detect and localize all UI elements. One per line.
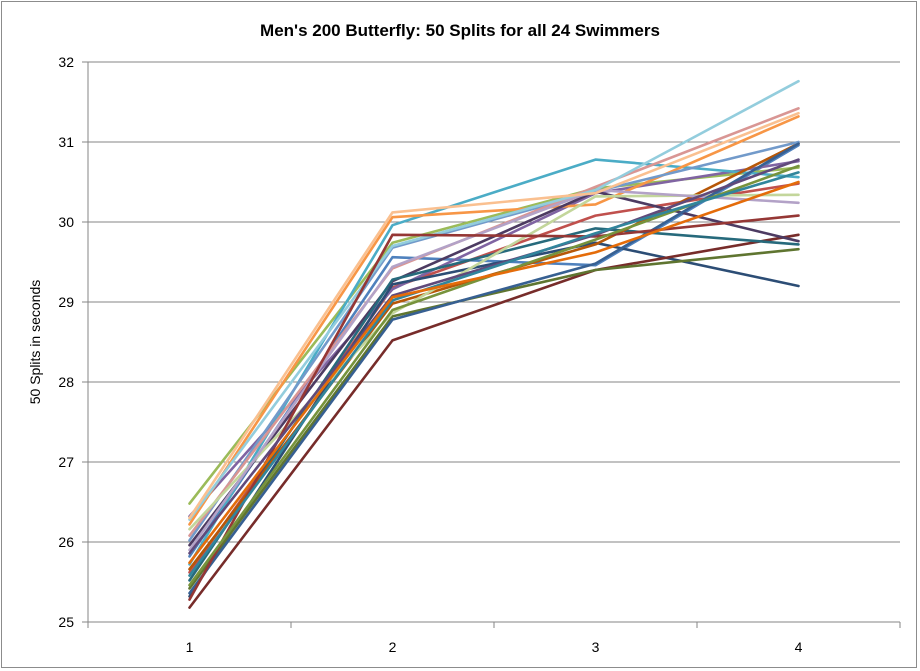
series-line-17 bbox=[188, 79, 800, 521]
gridlines bbox=[88, 61, 900, 543]
x-tick-label: 4 bbox=[795, 639, 803, 655]
series-line-10 bbox=[188, 190, 800, 547]
series-line-12 bbox=[188, 142, 800, 571]
series-line-23 bbox=[188, 171, 800, 577]
series-line-18 bbox=[188, 111, 800, 520]
chart-title: Men's 200 Butterfly: 50 Splits for all 2… bbox=[260, 21, 660, 40]
y-tick-label: 28 bbox=[58, 374, 74, 390]
series-line-22 bbox=[188, 158, 800, 555]
series-line-7 bbox=[188, 241, 800, 598]
y-tick-label: 31 bbox=[58, 134, 74, 150]
y-tick-label: 26 bbox=[58, 534, 74, 550]
y-tick-label: 27 bbox=[58, 454, 74, 470]
series-line-9 bbox=[188, 247, 800, 590]
series-line-13 bbox=[188, 140, 800, 542]
series-line-11 bbox=[188, 227, 800, 582]
axes bbox=[82, 61, 901, 628]
series-line-16 bbox=[188, 188, 800, 552]
series-lines bbox=[188, 79, 800, 609]
series-line-8 bbox=[188, 233, 800, 609]
y-tick-label: 30 bbox=[58, 214, 74, 230]
y-tick-label: 25 bbox=[58, 614, 74, 630]
y-tick-labels: 25 26 27 28 29 30 31 32 bbox=[58, 54, 74, 630]
series-line-15 bbox=[188, 193, 800, 531]
x-tick-labels: 1 2 3 4 bbox=[186, 639, 803, 655]
series-line-6 bbox=[188, 115, 800, 526]
y-axis-label: 50 Splits in seconds bbox=[27, 280, 43, 405]
x-tick-label: 2 bbox=[389, 639, 397, 655]
y-tick-label: 32 bbox=[58, 54, 74, 70]
series-line-20 bbox=[188, 214, 800, 601]
series-line-1 bbox=[188, 143, 800, 558]
x-tick-label: 3 bbox=[592, 639, 600, 655]
x-tick-label: 1 bbox=[186, 639, 194, 655]
series-line-24 bbox=[188, 180, 800, 565]
y-tick-label: 29 bbox=[58, 294, 74, 310]
